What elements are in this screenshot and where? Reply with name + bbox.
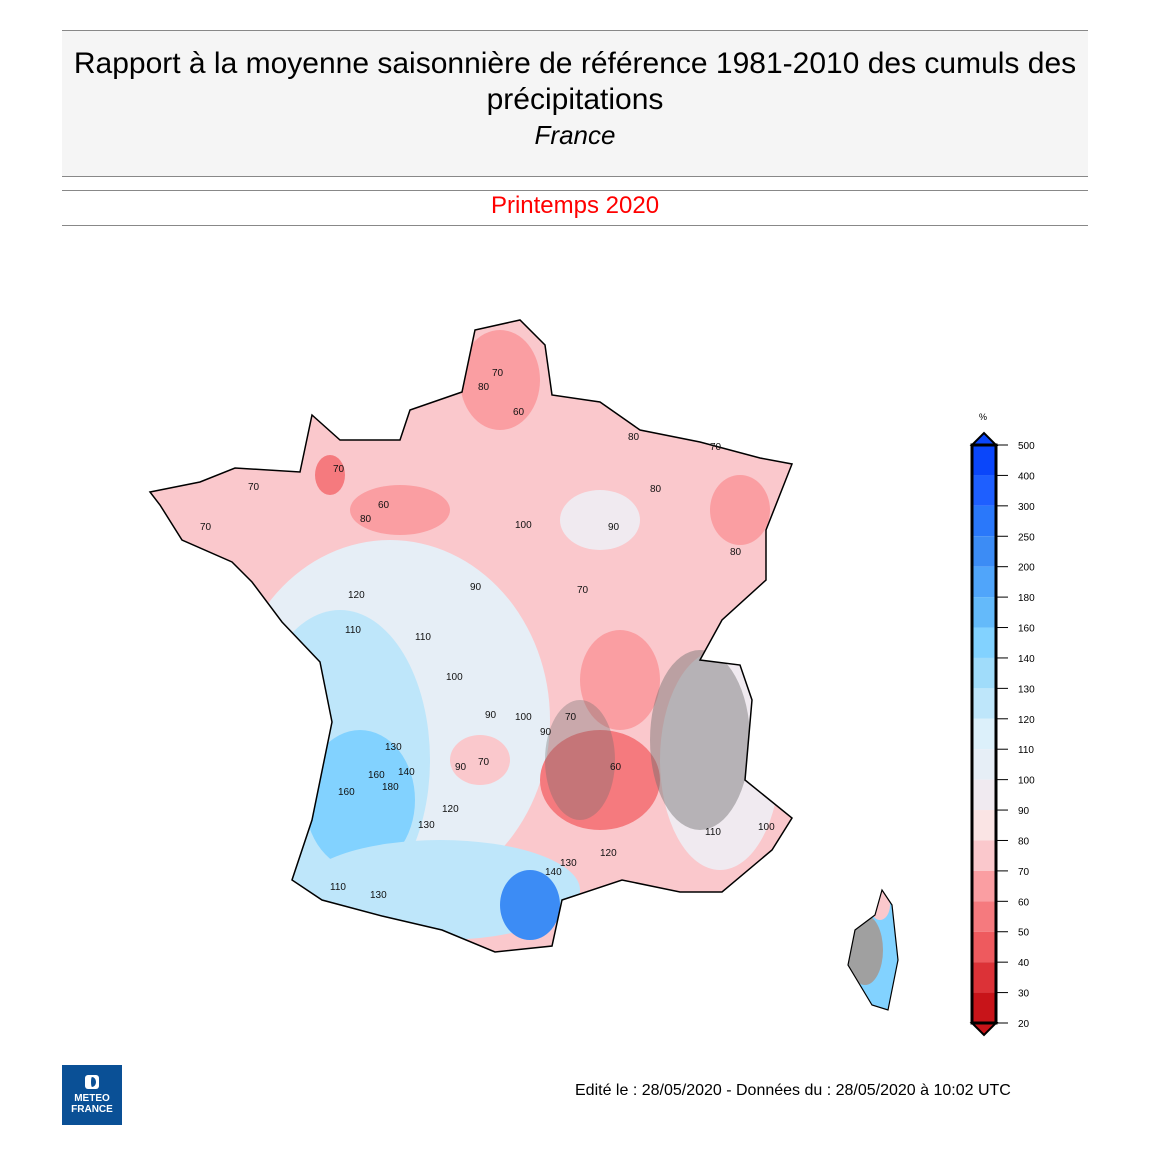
legend-tick-label: 60 bbox=[1018, 897, 1030, 908]
contour-label: 100 bbox=[515, 712, 532, 723]
legend-tick-label: 80 bbox=[1018, 836, 1030, 847]
france-outline bbox=[148, 319, 794, 953]
legend-swatch bbox=[972, 749, 996, 780]
legend-swatch bbox=[972, 962, 996, 993]
legend-tick-label: 120 bbox=[1018, 715, 1035, 726]
contour-label: 70 bbox=[577, 585, 589, 596]
contour-label: 160 bbox=[338, 787, 355, 798]
legend-swatch bbox=[972, 536, 996, 567]
contour-label: 80 bbox=[650, 484, 662, 495]
contour-label: 70 bbox=[492, 368, 504, 379]
contour-label: 70 bbox=[478, 757, 490, 768]
legend-swatch bbox=[972, 475, 996, 506]
contour-label: 80 bbox=[730, 547, 742, 558]
contour-label: 60 bbox=[610, 762, 622, 773]
legend-swatch bbox=[972, 718, 996, 750]
legend-tick-label: 40 bbox=[1018, 958, 1030, 969]
legend-tick-label: 200 bbox=[1018, 563, 1035, 574]
legend-tick-label: 180 bbox=[1018, 593, 1035, 604]
legend-tick-label: 30 bbox=[1018, 989, 1030, 1000]
contour-label: 80 bbox=[360, 514, 372, 525]
legend-tick-label: 250 bbox=[1018, 532, 1035, 543]
legend-tick-label: 500 bbox=[1018, 441, 1035, 452]
legend-tick-label: 20 bbox=[1018, 1019, 1030, 1030]
contour-label: 70 bbox=[333, 464, 345, 475]
contour-label: 100 bbox=[446, 672, 463, 683]
legend-swatch bbox=[972, 505, 996, 537]
contour-label: 70 bbox=[710, 442, 722, 453]
contour-label: 180 bbox=[382, 782, 399, 793]
france-map bbox=[150, 320, 792, 952]
logo-line2: FRANCE bbox=[71, 1104, 113, 1115]
meteo-france-logo-icon bbox=[85, 1075, 99, 1089]
contour-label: 90 bbox=[455, 762, 467, 773]
contour-label: 110 bbox=[330, 882, 346, 893]
legend-arrow-top bbox=[969, 431, 999, 446]
meteo-france-logo: METEO FRANCE bbox=[62, 1065, 122, 1125]
contour-label: 60 bbox=[378, 500, 390, 511]
legend-swatch bbox=[972, 688, 996, 719]
legend-tick-label: 50 bbox=[1018, 928, 1030, 939]
header-panel: Rapport à la moyenne saisonnière de réfé… bbox=[62, 30, 1088, 177]
contour-label: 130 bbox=[418, 820, 435, 831]
legend-swatch bbox=[972, 870, 996, 902]
contour-label: 60 bbox=[513, 407, 525, 418]
legend-swatch bbox=[972, 657, 996, 689]
legend-swatch bbox=[972, 445, 996, 476]
contour-label: 90 bbox=[485, 710, 497, 721]
contour-label: 130 bbox=[385, 742, 402, 753]
contour-label: 90 bbox=[540, 727, 552, 738]
map-region: France bbox=[534, 120, 616, 150]
legend-swatch bbox=[972, 931, 996, 963]
map-title: Rapport à la moyenne saisonnière de réfé… bbox=[73, 47, 1077, 116]
legend-tick-label: 110 bbox=[1018, 745, 1034, 756]
contour-label: 160 bbox=[368, 770, 385, 781]
legend-swatch bbox=[972, 779, 996, 811]
legend-swatch bbox=[972, 810, 996, 841]
contour-label: 130 bbox=[370, 890, 387, 901]
legend-tick-label: 400 bbox=[1018, 471, 1035, 482]
contour-label: 140 bbox=[398, 767, 415, 778]
contour-label: 120 bbox=[442, 804, 459, 815]
contour-label: 110 bbox=[705, 827, 721, 838]
corsica-outline bbox=[847, 888, 899, 1011]
legend-frame bbox=[970, 443, 998, 1025]
contour-label: 130 bbox=[560, 858, 577, 869]
contour-label: 120 bbox=[600, 848, 617, 859]
legend-tick-label: 160 bbox=[1018, 624, 1035, 635]
contour-label: 110 bbox=[345, 625, 361, 636]
contour-label: 90 bbox=[608, 522, 620, 533]
legend-tick-label: 90 bbox=[1018, 806, 1030, 817]
edit-date-footer: Edité le : 28/05/2020 - Données du : 28/… bbox=[575, 1082, 1011, 1099]
legend-swatch bbox=[972, 566, 996, 598]
color-legend: % 500 400 300 250 200 180 160 140 130 120 110 100 90… bbox=[969, 412, 1035, 1037]
contour-label: 70 bbox=[565, 712, 577, 723]
contour-label: 140 bbox=[545, 867, 562, 878]
legend-swatch bbox=[972, 840, 996, 871]
legend-tick-label: 300 bbox=[1018, 502, 1035, 513]
contour-label: 80 bbox=[478, 382, 490, 393]
legend-swatch bbox=[972, 901, 996, 932]
legend-swatch bbox=[972, 627, 996, 658]
contour-label: 100 bbox=[758, 822, 775, 833]
legend-tick-label: 70 bbox=[1018, 867, 1030, 878]
contour-label: 80 bbox=[628, 432, 640, 443]
legend-swatch bbox=[972, 992, 996, 1023]
legend-unit: % bbox=[979, 412, 987, 422]
legend-swatch bbox=[972, 597, 996, 628]
season-label: Printemps 2020 bbox=[62, 190, 1088, 226]
legend-tick-label: 130 bbox=[1018, 684, 1035, 695]
legend-arrow-bottom bbox=[969, 1022, 999, 1037]
contour-label: 90 bbox=[470, 582, 482, 593]
contour-label: 70 bbox=[248, 482, 260, 493]
contour-label: 110 bbox=[415, 632, 431, 643]
legend-tick-label: 100 bbox=[1018, 776, 1035, 787]
logo-line1: METEO bbox=[74, 1093, 110, 1104]
contour-label: 120 bbox=[348, 590, 365, 601]
legend-tick-label: 140 bbox=[1018, 654, 1035, 665]
contour-label: 70 bbox=[200, 522, 212, 533]
contour-label: 100 bbox=[515, 520, 532, 531]
